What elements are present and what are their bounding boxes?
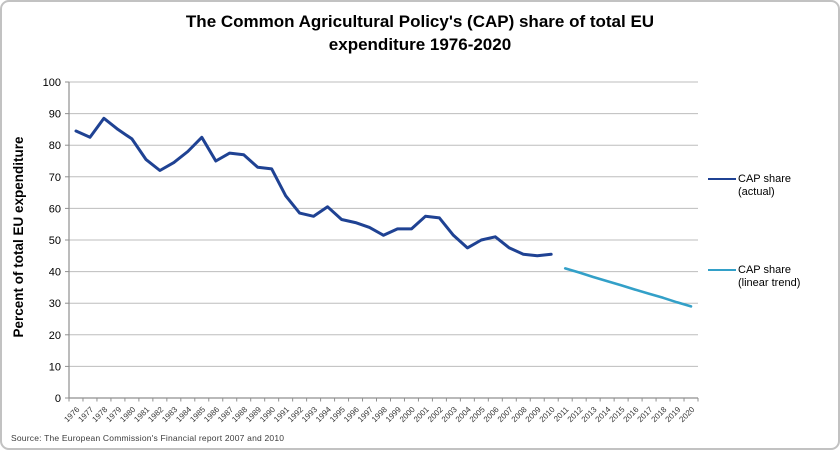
chart-title-line1: The Common Agricultural Policy's (CAP) s… <box>185 12 655 31</box>
y-tick-label: 20 <box>49 330 61 342</box>
y-tick-label: 90 <box>49 109 61 121</box>
source-note: Source: The European Commission's Financ… <box>11 433 285 443</box>
y-tick-label: 70 <box>49 172 61 184</box>
y-tick-label: 0 <box>55 393 61 405</box>
legend-item-trend: CAP share (linear trend) <box>708 264 808 289</box>
chart-title: The Common Agricultural Policy's (CAP) s… <box>2 11 838 57</box>
legend-line-swatch-trend <box>708 269 736 271</box>
x-tick-label: 2020 <box>677 405 696 424</box>
series-line-trend <box>563 267 693 308</box>
series-line-actual <box>74 116 553 258</box>
legend-item-actual: CAP share (actual) <box>708 173 826 198</box>
y-tick-label: 10 <box>49 361 61 373</box>
y-tick-label: 60 <box>49 203 61 215</box>
y-tick-label: 80 <box>49 140 61 152</box>
y-tick-label: 100 <box>43 77 61 89</box>
legend-label-actual: CAP share (actual) <box>738 173 791 198</box>
y-tick-label: 40 <box>49 267 61 279</box>
legend-label-trend: CAP share (linear trend) <box>738 264 801 289</box>
y-tick-label: 50 <box>49 235 61 247</box>
legend-line-swatch-actual <box>708 178 736 180</box>
chart-title-line2: expenditure 1976-2020 <box>328 34 512 54</box>
y-tick-label: 30 <box>49 298 61 310</box>
